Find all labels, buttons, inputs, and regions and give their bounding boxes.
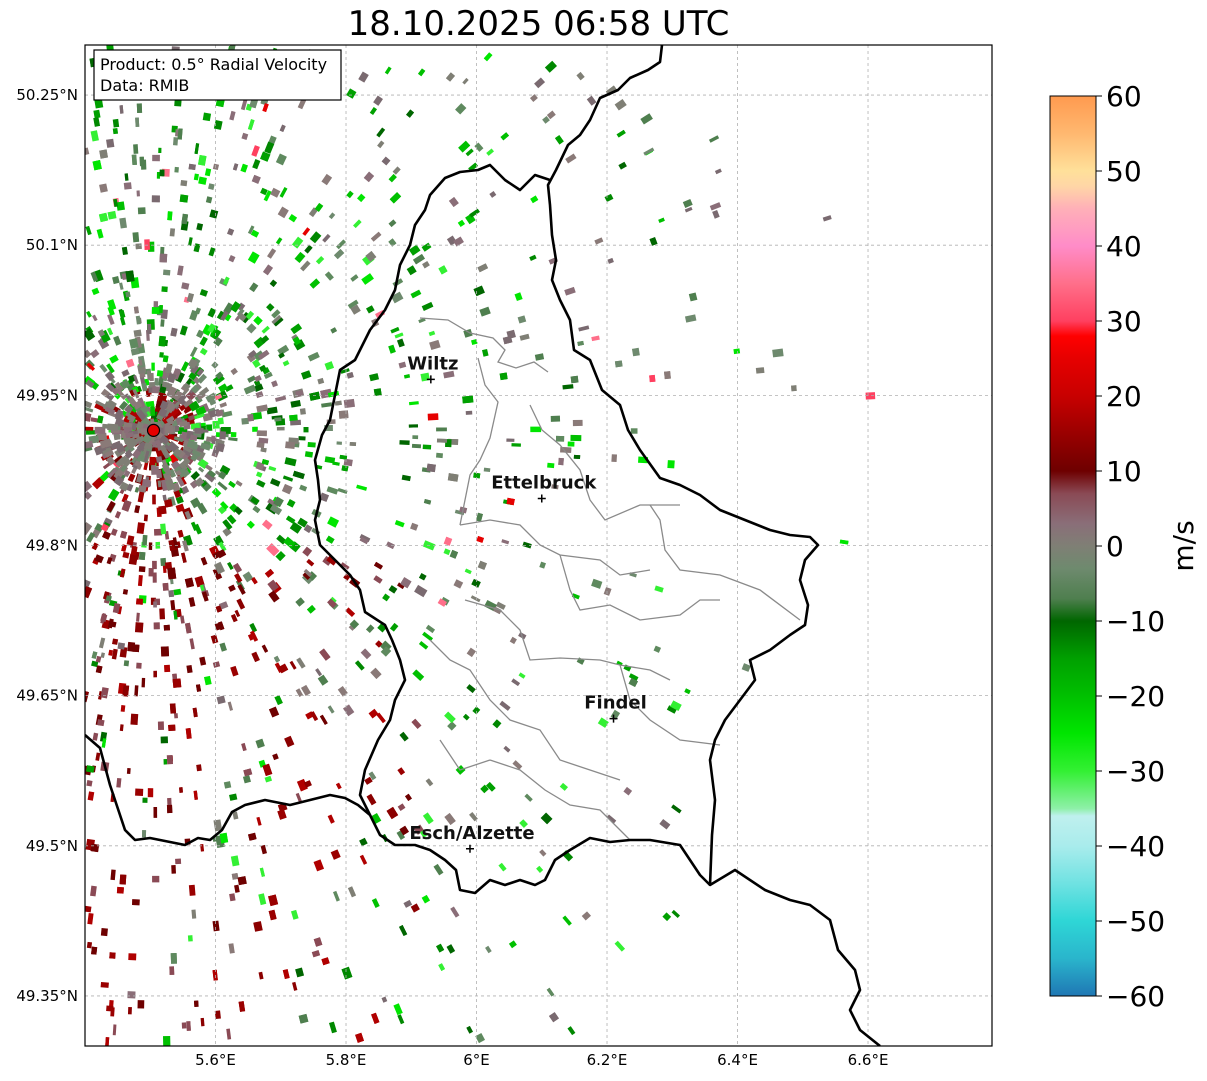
latitude-ticks: 50.25°N 50.1°N 49.95°N 49.8°N 49.65°N 49.5°N 4… (16, 86, 78, 1005)
colorbar-tick-label: −20 (1106, 680, 1165, 713)
lat-tick-label: 50.1°N (26, 236, 78, 254)
lat-tick-label: 49.65°N (16, 687, 78, 705)
map-frame (84, 44, 993, 1047)
lon-tick-label: 6°E (463, 1051, 490, 1069)
colorbar-label: m/s (1167, 520, 1200, 571)
longitude-ticks: 5.6°E 5.8°E 6°E 6.2°E 6.4°E 6.6°E (195, 1051, 888, 1069)
colorbar: 60 50 40 30 20 10 0 −10 −20 −30 −40 −50 −60 m/s (1049, 80, 1200, 1013)
lon-tick-label: 6.4°E (717, 1051, 758, 1069)
lon-tick-label: 5.8°E (326, 1051, 367, 1069)
colorbar-gradient (1049, 95, 1097, 997)
city-name: Findel (584, 693, 647, 714)
colorbar-tick-label: 10 (1106, 455, 1142, 488)
canton-boundaries (419, 317, 801, 841)
city-labels: Wiltz Ettelbruck Findel Esch/Alzette (407, 353, 647, 853)
lat-tick-label: 49.5°N (26, 837, 78, 855)
map-title: 18.10.2025 06:58 UTC (347, 4, 730, 44)
city-marker (426, 375, 435, 384)
colorbar-tick-label: 60 (1106, 80, 1142, 113)
colorbar-tick-label: 20 (1106, 380, 1142, 413)
radar-site-marker (146, 423, 161, 437)
colorbar-tick-label: −60 (1106, 980, 1165, 1013)
lat-tick-label: 49.35°N (16, 987, 78, 1005)
lon-tick-label: 5.6°E (195, 1051, 236, 1069)
colorbar-tick-label: 0 (1106, 530, 1124, 563)
colorbar-tick-label: 50 (1106, 155, 1142, 188)
lat-tick-label: 50.25°N (16, 86, 78, 104)
colorbar-tick-label: −10 (1106, 605, 1165, 638)
city-marker (537, 494, 546, 503)
colorbar-tick-label: −50 (1106, 905, 1165, 938)
colorbar-tick-label: 30 (1106, 305, 1142, 338)
info-box: Product: 0.5° Radial Velocity Data: RMIB (93, 49, 342, 101)
lat-tick-label: 49.8°N (26, 537, 78, 555)
graticule (85, 45, 992, 1046)
info-product: Product: 0.5° Radial Velocity (100, 55, 327, 74)
city-name: Wiltz (407, 353, 458, 374)
lon-tick-label: 6.2°E (587, 1051, 628, 1069)
colorbar-tick-label: −30 (1106, 755, 1165, 788)
info-data: Data: RMIB (100, 76, 189, 95)
city-marker (609, 714, 618, 723)
city-name: Esch/Alzette (409, 823, 534, 844)
city-name: Ettelbruck (491, 472, 597, 493)
country-borders (85, 45, 881, 1046)
colorbar-tick-label: 40 (1106, 230, 1142, 263)
colorbar-ticks: 60 50 40 30 20 10 0 −10 −20 −30 −40 −50 −60 (1096, 80, 1165, 1013)
lat-tick-label: 49.95°N (16, 386, 78, 404)
city-marker (465, 844, 474, 853)
colorbar-tick-label: −40 (1106, 830, 1165, 863)
lon-tick-label: 6.6°E (848, 1051, 889, 1069)
